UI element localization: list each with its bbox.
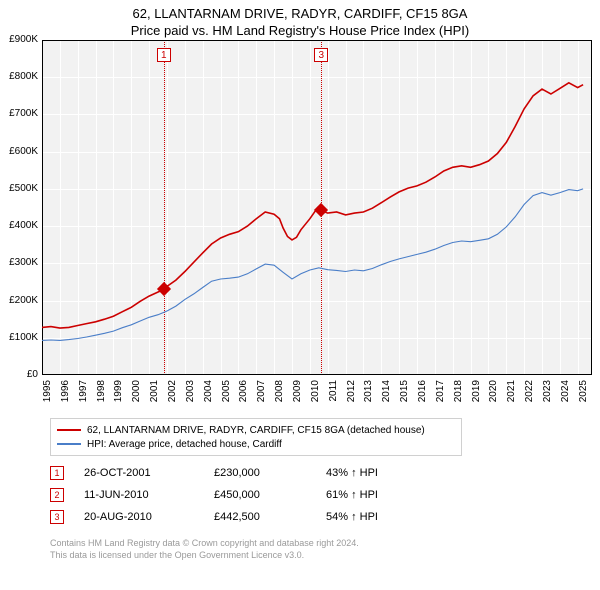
xtick-label: 2015 [399,380,410,408]
ytick-label: £200K [2,295,38,306]
xtick-label: 2002 [167,380,178,408]
xtick-label: 2016 [417,380,428,408]
legend-label: HPI: Average price, detached house, Card… [87,439,282,450]
xtick-label: 2024 [560,380,571,408]
transaction-hpi: 61% ↑ HPI [326,489,378,501]
xtick-label: 2000 [131,380,142,408]
xtick-label: 2005 [221,380,232,408]
transaction-row: 2 11-JUN-2010£450,00061% ↑ HPI [50,484,378,506]
ytick-label: £700K [2,108,38,119]
transaction-marker-box: 3 [50,510,64,524]
xtick-label: 2013 [363,380,374,408]
xtick-label: 1999 [113,380,124,408]
ytick-label: £600K [2,146,38,157]
line-chart: £0 £100K £200K £300K £400K £500K £600K £700K £80… [0,0,600,410]
series-line [42,189,583,341]
legend-label: 62, LLANTARNAM DRIVE, RADYR, CARDIFF, CF… [87,425,425,436]
xtick-label: 2009 [292,380,303,408]
transaction-price: £450,000 [214,489,326,501]
ytick-label: £0 [2,369,38,380]
xtick-label: 1997 [78,380,89,408]
transaction-date: 26-OCT-2001 [84,467,214,479]
xtick-label: 2011 [328,380,339,408]
chart-container: 62, LLANTARNAM DRIVE, RADYR, CARDIFF, CF… [0,0,600,590]
xtick-label: 2007 [256,380,267,408]
transactions-table: 1 26-OCT-2001£230,00043% ↑ HPI 2 11-JUN-201… [50,462,378,528]
transaction-marker-box: 2 [50,488,64,502]
xtick-label: 2012 [346,380,357,408]
legend-item: 62, LLANTARNAM DRIVE, RADYR, CARDIFF, CF… [57,423,455,437]
xtick-label: 2022 [524,380,535,408]
legend-swatch [57,429,81,431]
xtick-label: 2014 [381,380,392,408]
ytick-label: £500K [2,183,38,194]
xtick-label: 1996 [60,380,71,408]
ytick-label: £100K [2,332,38,343]
xtick-label: 1998 [96,380,107,408]
xtick-label: 2017 [435,380,446,408]
ytick-label: £400K [2,220,38,231]
transaction-hpi: 43% ↑ HPI [326,467,378,479]
xtick-label: 2006 [238,380,249,408]
ytick-label: £300K [2,257,38,268]
xtick-label: 2025 [578,380,589,408]
xtick-label: 2020 [488,380,499,408]
footer-line-2: This data is licensed under the Open Gov… [50,550,359,562]
transaction-price: £230,000 [214,467,326,479]
xtick-label: 2008 [274,380,285,408]
ytick-label: £800K [2,71,38,82]
xtick-label: 2023 [542,380,553,408]
transaction-date: 20-AUG-2010 [84,511,214,523]
legend: 62, LLANTARNAM DRIVE, RADYR, CARDIFF, CF… [50,418,462,456]
transaction-date: 11-JUN-2010 [84,489,214,501]
xtick-label: 2001 [149,380,160,408]
transaction-row: 1 26-OCT-2001£230,00043% ↑ HPI [50,462,378,484]
xtick-label: 2021 [506,380,517,408]
xtick-label: 2004 [203,380,214,408]
xtick-label: 2019 [471,380,482,408]
xtick-label: 2010 [310,380,321,408]
series-line [42,83,583,328]
footer-attribution: Contains HM Land Registry data © Crown c… [50,538,359,561]
transaction-row: 3 20-AUG-2010£442,50054% ↑ HPI [50,506,378,528]
transaction-price: £442,500 [214,511,326,523]
footer-line-1: Contains HM Land Registry data © Crown c… [50,538,359,550]
xtick-label: 1995 [42,380,53,408]
xtick-label: 2018 [453,380,464,408]
legend-item: HPI: Average price, detached house, Card… [57,437,455,451]
transaction-hpi: 54% ↑ HPI [326,511,378,523]
legend-swatch [57,443,81,445]
transaction-marker-box: 1 [50,466,64,480]
ytick-label: £900K [2,34,38,45]
xtick-label: 2003 [185,380,196,408]
